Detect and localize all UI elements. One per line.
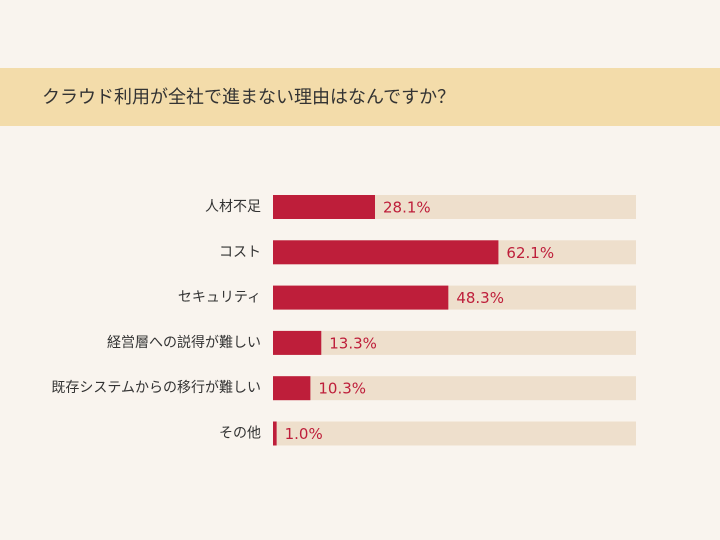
value-label: 13.3% bbox=[329, 334, 377, 352]
value-label: 28.1% bbox=[383, 199, 431, 217]
value-label: 62.1% bbox=[506, 244, 554, 262]
value-label: 48.3% bbox=[456, 289, 504, 307]
bar-track bbox=[273, 421, 636, 446]
bar-track bbox=[273, 376, 636, 401]
bar bbox=[273, 240, 499, 265]
title-banner bbox=[0, 68, 720, 126]
category-label: その他 bbox=[219, 426, 261, 442]
category-label: 既存システムからの移行が難しい bbox=[51, 380, 261, 396]
category-label: 人材不足 bbox=[205, 199, 261, 215]
chart-title: クラウド利用が全社で進まない理由はなんですか？ bbox=[42, 87, 455, 108]
bar bbox=[273, 330, 322, 355]
value-label: 10.3% bbox=[318, 380, 366, 398]
bar bbox=[273, 195, 376, 219]
bar bbox=[273, 421, 277, 446]
value-label: 1.0% bbox=[285, 425, 323, 443]
category-label: 経営層への説得が難しい bbox=[107, 334, 261, 351]
bar bbox=[273, 285, 449, 310]
category-label: セキュリティ bbox=[178, 290, 261, 306]
bar-track bbox=[273, 330, 636, 355]
bar bbox=[273, 376, 311, 401]
category-label: コスト bbox=[219, 244, 261, 260]
